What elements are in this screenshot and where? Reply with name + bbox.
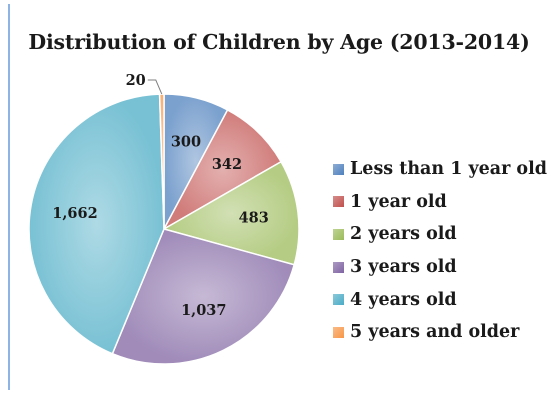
- legend-swatch: [333, 163, 344, 175]
- legend-swatch: [333, 228, 344, 240]
- legend-label: 2 years old: [350, 224, 457, 245]
- legend-item-1-year-old: 1 year old: [333, 186, 547, 219]
- legend-item-5-years-and-older: 5 years and older: [333, 316, 547, 349]
- legend-item-2-years-old: 2 years old: [333, 218, 547, 251]
- data-label-5-years-and-older: 20: [126, 72, 146, 89]
- legend-swatch: [333, 294, 344, 306]
- legend: Less than 1 year old 1 year old 2 years ol…: [333, 153, 547, 349]
- legend-label: 1 year old: [350, 191, 447, 212]
- data-label-3-years-old: 1,037: [181, 302, 226, 319]
- legend-swatch: [333, 326, 344, 338]
- legend-item-4-years-old: 4 years old: [333, 283, 547, 316]
- legend-swatch: [333, 196, 344, 208]
- data-label-2-years-old: 483: [239, 210, 269, 227]
- data-label-4-years-old: 1,662: [52, 205, 97, 222]
- data-label-less-than-1-year-old: 300: [171, 133, 201, 150]
- legend-label: 4 years old: [350, 289, 457, 310]
- pie-slice-2-years-old: [162, 160, 300, 266]
- pie-slice-4-years-old: [28, 93, 165, 355]
- legend-item-3-years-old: 3 years old: [333, 251, 547, 284]
- legend-swatch: [333, 261, 344, 273]
- data-label-1-year-old: 342: [212, 156, 242, 173]
- chart-title: Distribution of Children by Age (2013-20…: [28, 30, 530, 54]
- legend-label: 3 years old: [350, 257, 457, 278]
- pie-slice-3-years-old: [111, 228, 296, 365]
- pie-slice-5-years-and-older: [158, 93, 165, 230]
- leader-line-5-years-and-older: [147, 79, 163, 95]
- legend-label: 5 years and older: [350, 322, 520, 343]
- legend-item-less-than-1-year-old: Less than 1 year old: [333, 153, 547, 186]
- legend-label: Less than 1 year old: [350, 159, 547, 180]
